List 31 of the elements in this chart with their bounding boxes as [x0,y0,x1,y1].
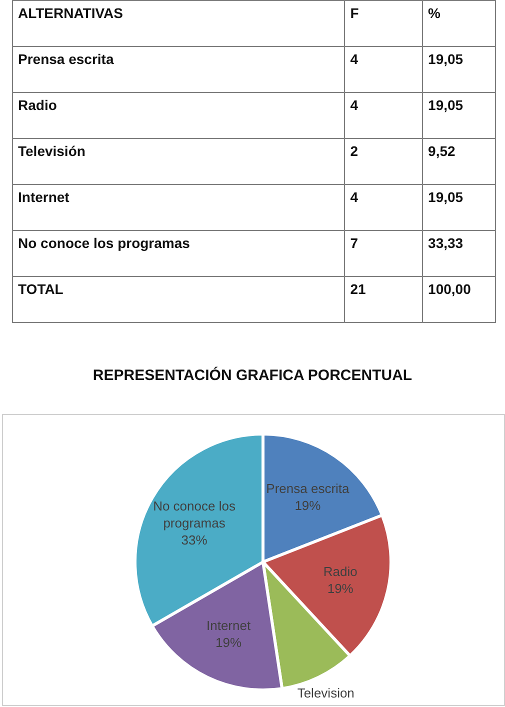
text: F [344,0,423,46]
slice-label: Television [297,685,354,700]
chart-title: REPRESENTACIÓN GRAFICA PORCENTUAL [92,367,414,384]
slice-label: Radio [323,564,358,579]
data-label: 19% [294,497,322,512]
category-label: Internet [12,184,345,230]
data-label: 100,00 [422,276,496,322]
data-label: 33% [181,532,208,547]
data-label: 9,52 [422,138,496,184]
slice-label: Internet [206,617,251,632]
data-label: 19,05 [422,184,496,230]
slice-label: No conoce los programas [153,498,236,530]
data-label: 19% [327,580,354,596]
slice-label: Prensa escrita [266,480,350,496]
data-label: 19,05 [422,92,496,138]
data-label: 21 [344,276,423,322]
data-label: 4 [344,184,423,230]
data-label: 19% [216,634,242,650]
text: ALTERNATIVAS [12,0,345,46]
data-label: 4 [344,92,423,138]
text: % [422,0,496,46]
category-label: Radio [12,92,345,138]
category-label: Prensa escrita [12,46,345,92]
category-label: TOTAL [12,276,345,322]
category-label: Televisión [12,138,345,184]
data-label: 4 [344,46,423,92]
data-label: 33,33 [422,230,496,276]
data-label: 2 [344,138,423,184]
data-label: 7 [344,230,423,276]
data-label: 19,05 [422,46,496,92]
category-label: No conoce los programas [12,230,345,276]
